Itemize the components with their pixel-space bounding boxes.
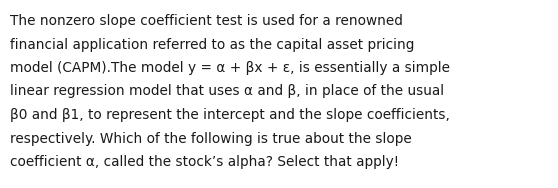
Text: β0 and β1, to represent the intercept and the slope coefficients,: β0 and β1, to represent the intercept an…: [10, 108, 450, 122]
Text: model (CAPM).The model y = α + βx + ε, is essentially a simple: model (CAPM).The model y = α + βx + ε, i…: [10, 61, 450, 75]
Text: coefficient α, called the stock’s alpha? Select that apply!: coefficient α, called the stock’s alpha?…: [10, 155, 399, 169]
Text: The nonzero slope coefficient test is used for a renowned: The nonzero slope coefficient test is us…: [10, 14, 403, 28]
Text: linear regression model that uses α and β, in place of the usual: linear regression model that uses α and …: [10, 84, 444, 99]
Text: respectively. Which of the following is true about the slope: respectively. Which of the following is …: [10, 131, 412, 146]
Text: financial application referred to as the capital asset pricing: financial application referred to as the…: [10, 37, 415, 52]
